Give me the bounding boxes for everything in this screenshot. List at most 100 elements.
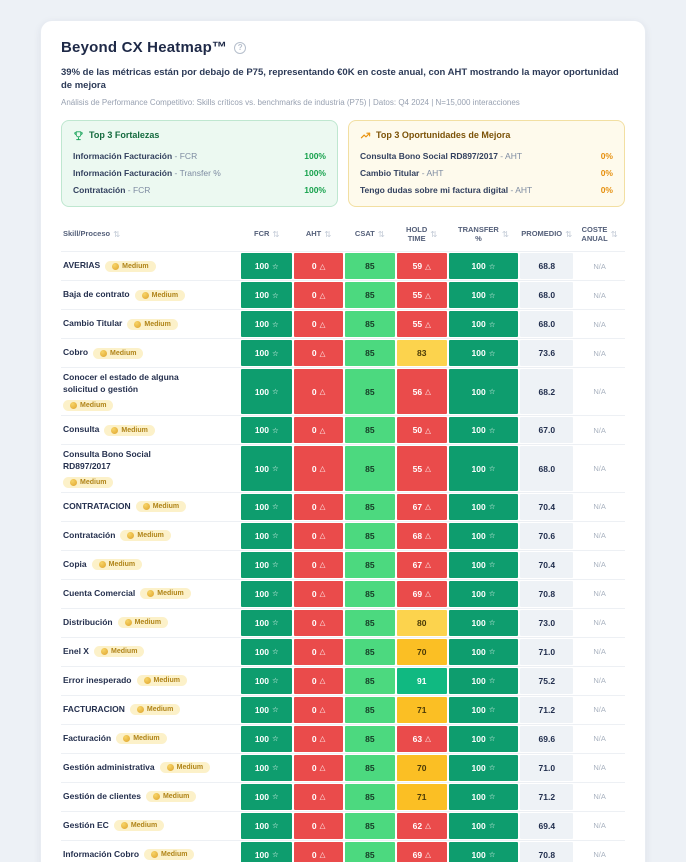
sort-icon: ⇅ (324, 228, 332, 239)
csat-cell: 85 (344, 783, 396, 811)
coste-anual-cell-value: N/A (593, 319, 606, 329)
opportunity-item: Tengo dudas sobre mi factura digital - A… (360, 182, 613, 199)
fcr-cell-value: 100 ☆ (241, 417, 293, 444)
warning-icon: △ (319, 560, 326, 570)
promedio-cell: 70.6 (519, 522, 574, 550)
skill-cell: Contratación Medium (61, 522, 240, 550)
warning-icon: △ (425, 464, 431, 473)
priority-badge: Medium (140, 588, 191, 600)
priority-badge-label: Medium (153, 677, 180, 685)
star-icon: ☆ (488, 560, 496, 570)
column-header-aht[interactable]: AHT ⇅ (293, 229, 344, 240)
csat-cell: 85 (344, 445, 396, 492)
coste-anual-cell-value: N/A (593, 502, 606, 512)
star-icon: ☆ (272, 261, 279, 271)
star-icon: ☆ (488, 705, 496, 715)
fcr-cell-value: 100 ☆ (241, 609, 293, 636)
priority-badge-label: Medium (133, 735, 160, 743)
aht-cell-value: 0 △ (294, 253, 343, 280)
hold-time-cell-value: 71 (396, 783, 447, 810)
warning-icon: △ (319, 319, 326, 329)
csat-cell-value: 85 (345, 311, 395, 338)
coste-anual-cell: N/A (574, 281, 625, 309)
table-row: Enel X Medium 100 ☆ 0 △ 85 70 100 ☆ 71.0 N/A (61, 636, 625, 666)
priority-badge-label: Medium (122, 262, 149, 270)
aht-cell: 0 △ (293, 281, 344, 309)
promedio-cell: 70.8 (519, 841, 574, 862)
opportunity-item-value: 0% (600, 185, 613, 196)
table-row: Copia Medium 100 ☆ 0 △ 85 67 △ 100 ☆ 70.4 N/A (61, 549, 625, 579)
skill-name: FACTURACION (63, 704, 125, 715)
column-header-fcr[interactable]: FCR ⇅ (240, 229, 293, 240)
opportunity-item-label: Tengo dudas sobre mi factura digital - A… (360, 185, 533, 196)
skill-cell: Gestión administrativa Medium (61, 754, 240, 782)
fcr-cell-value: 100 ☆ (241, 340, 293, 367)
warning-icon: △ (319, 589, 326, 599)
help-icon[interactable]: ? (234, 41, 247, 54)
coste-anual-cell-value: N/A (593, 464, 606, 473)
sort-icon: ⇅ (272, 228, 280, 239)
star-icon: ☆ (272, 850, 279, 860)
column-header-avg[interactable]: PROMEDIO ⇅ (519, 229, 574, 240)
medal-icon (70, 402, 77, 410)
column-header-cost[interactable]: COSTE ANUAL ⇅ (574, 225, 625, 245)
column-label-cost: COSTE ANUAL (581, 224, 608, 244)
hold-time-cell-value: 71 (396, 696, 447, 723)
hold-time-cell: 69 △ (396, 841, 448, 862)
column-label-aht: AHT (305, 229, 322, 239)
warning-icon: △ (319, 792, 326, 802)
transfer-cell: 100 ☆ (448, 667, 520, 695)
skill-name: Conocer el estado de alguna solicitud o … (63, 372, 179, 394)
star-icon: ☆ (488, 792, 496, 802)
medal-icon (98, 561, 106, 569)
fcr-cell: 100 ☆ (240, 281, 293, 309)
skill-name: Enel X (63, 646, 89, 657)
aht-cell-value: 0 △ (294, 754, 343, 781)
transfer-cell-value: 100 ☆ (448, 696, 519, 723)
hold-time-cell-value: 69 △ (396, 841, 447, 862)
column-header-hold[interactable]: HOLD TIME ⇅ (396, 225, 448, 245)
promedio-cell: 71.2 (519, 696, 574, 724)
warning-icon: △ (319, 464, 326, 473)
aht-cell: 0 △ (293, 522, 344, 550)
aht-cell-value: 0 △ (294, 369, 343, 415)
hold-time-cell-value: 68 △ (396, 522, 447, 549)
aht-cell: 0 △ (293, 416, 344, 444)
column-header-skill[interactable]: Skill/Proceso ⇅ (61, 229, 240, 240)
star-icon: ☆ (272, 676, 279, 686)
fcr-cell: 100 ☆ (240, 783, 293, 811)
warning-icon: △ (425, 502, 431, 512)
coste-anual-cell: N/A (574, 252, 625, 280)
transfer-cell-value: 100 ☆ (448, 253, 519, 280)
promedio-cell-value: 73.6 (520, 340, 574, 367)
medal-icon (100, 648, 108, 656)
coste-anual-cell: N/A (574, 696, 625, 724)
strength-item-metric: - Transfer % (174, 168, 221, 179)
priority-badge-label: Medium (151, 291, 179, 299)
csat-cell: 85 (344, 281, 396, 309)
fcr-cell: 100 ☆ (240, 841, 293, 862)
skill-cell: Cambio Titular Medium (61, 310, 240, 338)
warning-icon: △ (319, 705, 326, 715)
promedio-cell-value: 71.0 (520, 754, 574, 781)
priority-badge-label: Medium (176, 764, 204, 772)
skill-cell: Distribución Medium (61, 609, 240, 637)
csat-cell-value: 85 (345, 812, 395, 839)
csat-cell-value: 85 (345, 638, 395, 665)
fcr-cell: 100 ☆ (240, 812, 293, 840)
column-header-transfer[interactable]: TRANSFER % ⇅ (448, 225, 520, 245)
priority-badge-label: Medium (146, 706, 174, 714)
column-header-csat[interactable]: CSAT ⇅ (344, 229, 396, 240)
insight-subtitle: 39% de las métricas están por debajo de … (61, 67, 619, 92)
priority-badge: Medium (63, 400, 114, 412)
fcr-cell: 100 ☆ (240, 609, 293, 637)
medal-icon (111, 426, 119, 434)
warning-icon: △ (319, 502, 326, 512)
hold-time-cell: 71 (396, 783, 448, 811)
sort-icon: ⇅ (501, 228, 509, 239)
star-icon: ☆ (272, 705, 279, 715)
aht-cell-value: 0 △ (294, 340, 343, 367)
transfer-cell: 100 ☆ (448, 339, 520, 367)
hold-time-cell: 55 △ (396, 445, 448, 492)
csat-cell: 85 (344, 609, 396, 637)
